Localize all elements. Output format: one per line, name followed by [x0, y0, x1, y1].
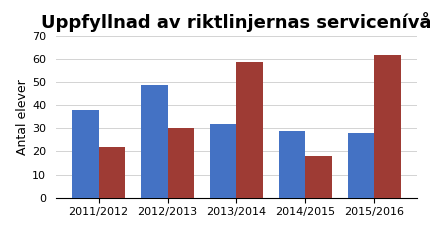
Bar [141, 85, 168, 198]
Bar [72, 110, 98, 198]
Bar [375, 55, 401, 198]
Bar [279, 131, 305, 198]
Bar [237, 61, 263, 198]
Bar [305, 156, 332, 198]
Title: Uppfyllnad av riktlinjernas servicenívå: Uppfyllnad av riktlinjernas servicenívå [41, 12, 430, 32]
Y-axis label: Antal elever: Antal elever [16, 79, 29, 155]
Bar [168, 128, 194, 198]
Bar [210, 124, 236, 198]
Bar [98, 147, 125, 198]
Bar [348, 133, 375, 198]
